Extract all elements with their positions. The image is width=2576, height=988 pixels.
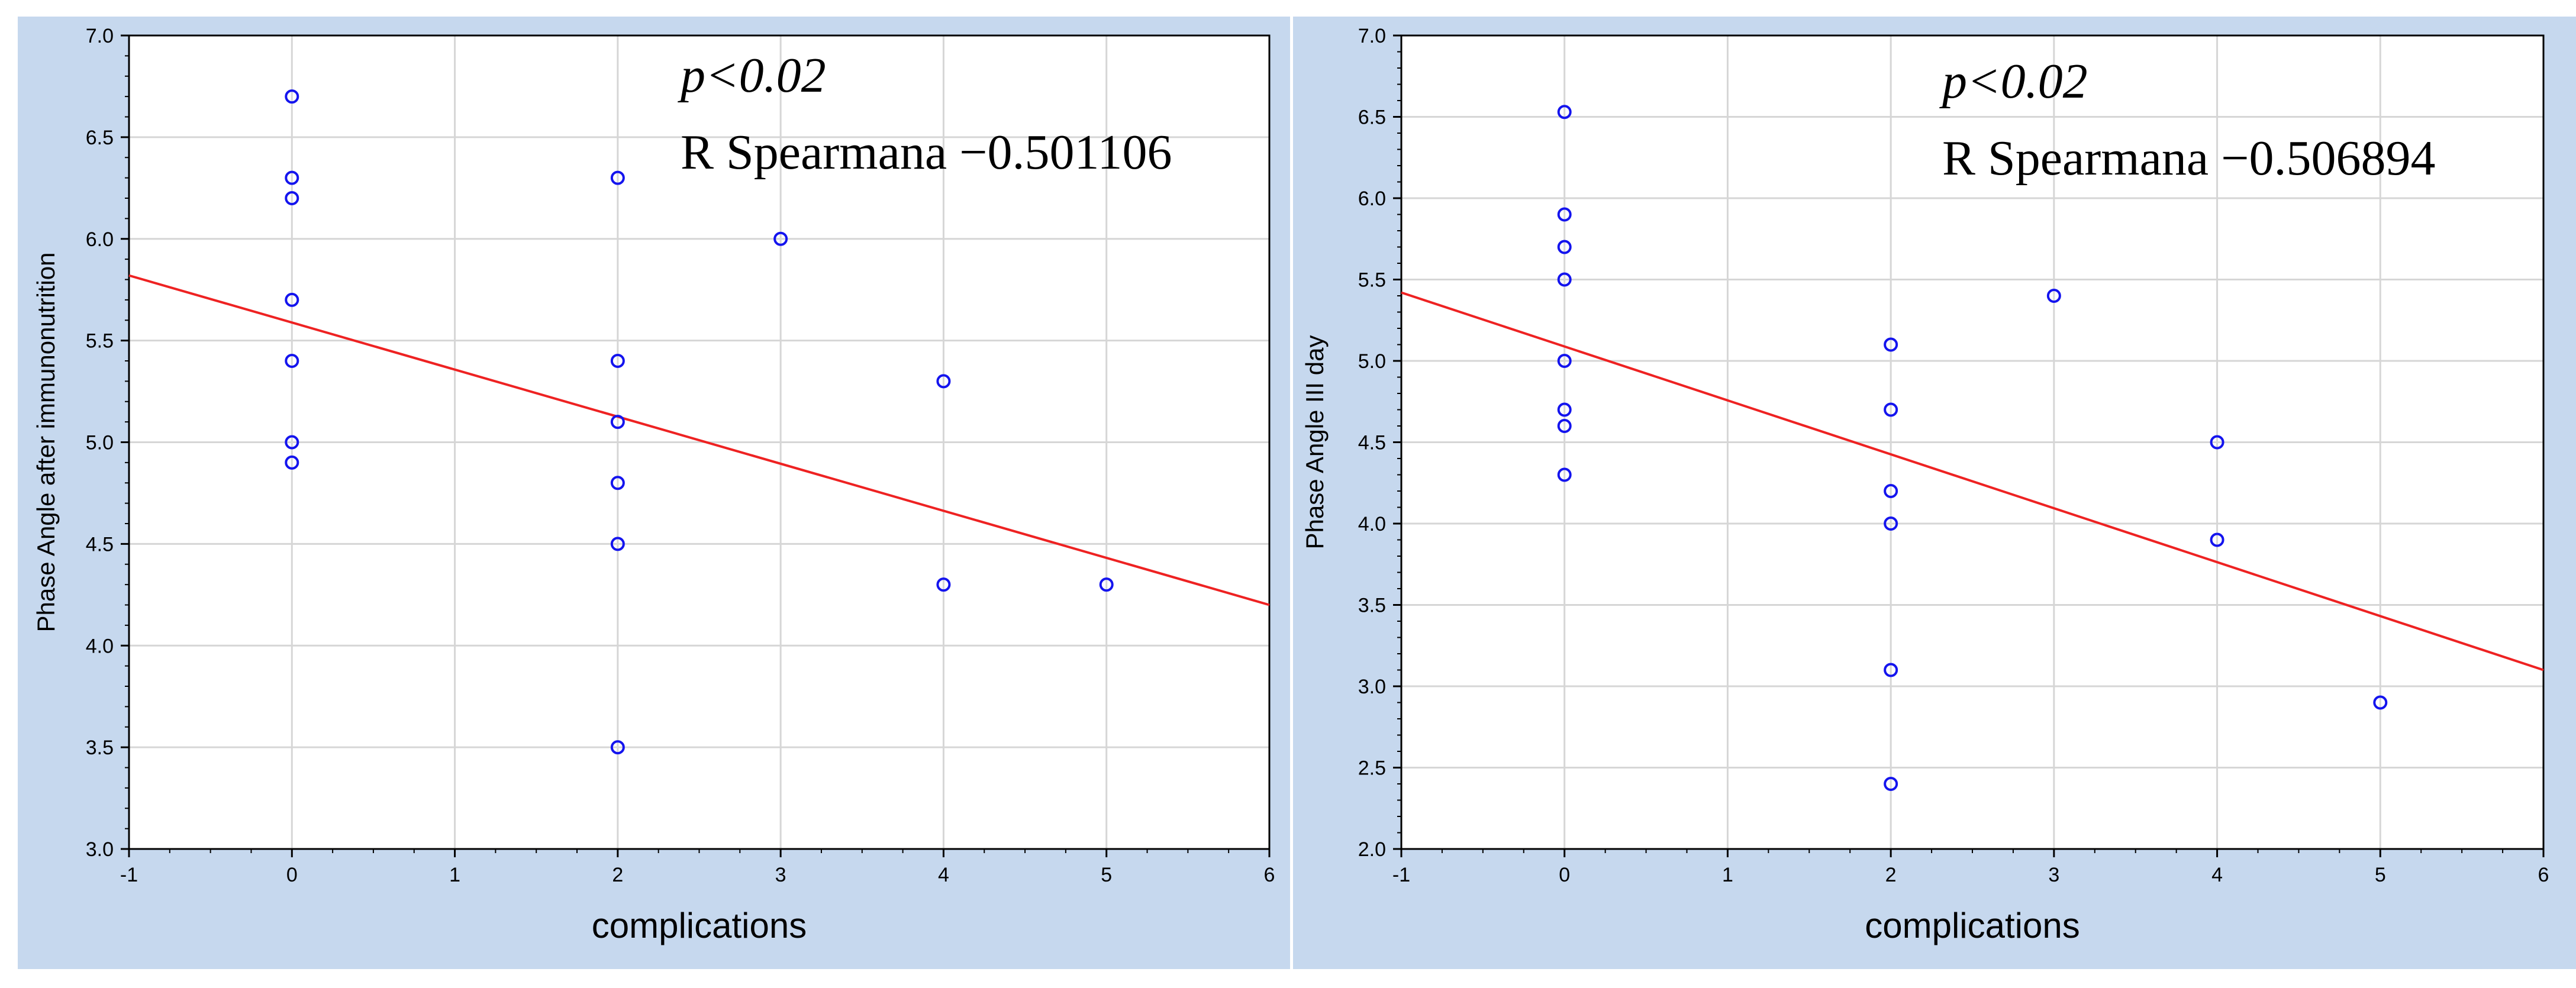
data-point [1557, 105, 1572, 120]
data-point [773, 231, 788, 246]
x-tick-label: 4 [938, 864, 949, 886]
y-tick-label: 2.0 [1358, 838, 1386, 861]
y-tick-label: 6.0 [1358, 188, 1386, 210]
y-tick-label: 6.5 [1358, 106, 1386, 129]
x-axis-title: complications [592, 906, 807, 945]
data-point [1099, 577, 1114, 592]
data-point [285, 435, 299, 450]
data-point [936, 374, 951, 389]
x-tick-label: -1 [120, 864, 138, 886]
data-point [285, 354, 299, 368]
x-tick-label: 2 [1885, 864, 1897, 886]
data-point [285, 191, 299, 205]
plot-border [1400, 34, 2545, 850]
data-point [1557, 272, 1572, 287]
data-point [1884, 516, 1898, 531]
data-point [1884, 402, 1898, 417]
y-tick-label: 6.5 [86, 127, 114, 149]
x-tick-label: 5 [1101, 864, 1112, 886]
x-tick-label: 6 [1264, 864, 1275, 886]
y-tick-label: 3.0 [1358, 676, 1386, 698]
regression-line [1401, 291, 2544, 671]
y-tick-label: 2.5 [1358, 757, 1386, 780]
x-tick-label: 6 [2538, 864, 2549, 886]
y-axis-title: Phase Angle after immunonutrition [32, 252, 60, 632]
data-point [1557, 240, 1572, 254]
plot-border [128, 34, 1271, 850]
y-tick-label: 7.0 [1358, 25, 1386, 47]
data-point [1884, 777, 1898, 791]
data-point [610, 354, 625, 368]
data-point [1557, 354, 1572, 368]
data-point [1884, 337, 1898, 352]
x-axis-title: complications [1865, 906, 2080, 945]
data-point [610, 537, 625, 551]
data-point [285, 455, 299, 470]
x-tick-label: 3 [775, 864, 786, 886]
data-point [285, 170, 299, 185]
x-tick-label: 3 [2048, 864, 2059, 886]
data-point [1557, 402, 1572, 417]
y-tick-label: 4.0 [86, 635, 114, 657]
x-tick-label: 5 [2375, 864, 2386, 886]
spearman-annotation: R Spearmana −0.501106 [681, 125, 1172, 180]
x-tick-label: 2 [612, 864, 623, 886]
regression-line [128, 274, 1270, 606]
data-point [2210, 435, 2224, 450]
y-tick-label: 3.5 [1358, 595, 1386, 617]
x-tick-label: 4 [2211, 864, 2223, 886]
data-point [1884, 663, 1898, 677]
x-tick-label: -1 [1392, 864, 1410, 886]
y-tick-label: 4.5 [1358, 432, 1386, 454]
y-tick-label: 5.5 [1358, 269, 1386, 292]
data-point [1557, 467, 1572, 482]
y-tick-label: 5.0 [1358, 350, 1386, 373]
data-point [610, 170, 625, 185]
x-tick-label: 0 [1559, 864, 1570, 886]
y-tick-label: 5.5 [86, 330, 114, 353]
p-value-annotation: p<0.02 [678, 48, 826, 103]
y-tick-label: 7.0 [86, 25, 114, 47]
data-point [610, 740, 625, 755]
data-point [2373, 695, 2388, 710]
y-axis-title: Phase Angle III day [1301, 335, 1329, 550]
x-tick-label: 1 [449, 864, 460, 886]
data-point [1557, 207, 1572, 222]
y-tick-label: 5.0 [86, 432, 114, 454]
data-point [285, 292, 299, 307]
data-point [2046, 289, 2061, 303]
y-tick-label: 4.0 [1358, 513, 1386, 535]
data-point [936, 577, 951, 592]
data-point [1557, 419, 1572, 433]
p-value-annotation: p<0.02 [1939, 54, 2088, 109]
data-point [2210, 532, 2224, 547]
y-tick-label: 4.5 [86, 533, 114, 556]
y-tick-label: 6.0 [86, 228, 114, 251]
x-tick-label: 0 [286, 864, 298, 886]
spearman-annotation: R Spearmana −0.506894 [1942, 131, 2436, 186]
data-point [610, 476, 625, 490]
y-tick-label: 3.0 [86, 838, 114, 861]
data-point [1884, 484, 1898, 498]
chart-left: -1 0 1 2 3 4 5 6 3.0 3.5 4.0 4.5 5.0 5.5 6.0 6.5 7.0 comp… [18, 17, 1290, 969]
chart-right: -1 0 1 2 3 4 5 6 2.0 2.5 3.0 3.5 4.0 4.5 5.0 5.5 6.0 6.5 7… [1293, 17, 2576, 969]
data-point [285, 89, 299, 104]
data-point [610, 415, 625, 430]
x-tick-label: 1 [1722, 864, 1733, 886]
y-tick-label: 3.5 [86, 737, 114, 759]
